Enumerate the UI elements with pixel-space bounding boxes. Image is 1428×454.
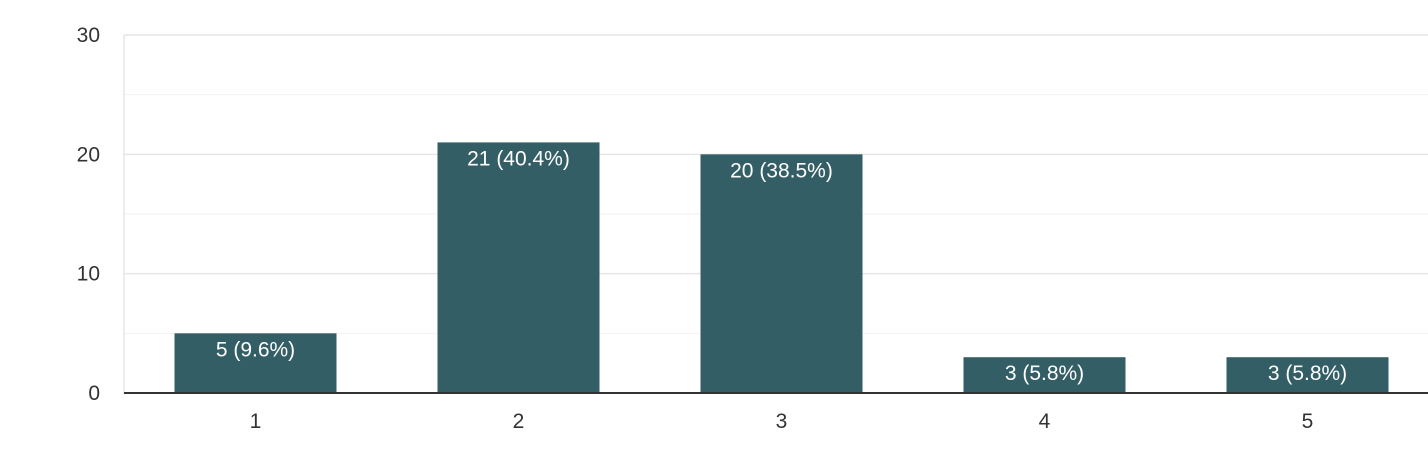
bar-data-label: 20 (38.5%) — [730, 159, 833, 182]
axes: 0 10 20 30 1 2 3 4 5 — [77, 24, 1428, 433]
y-tick-label: 30 — [77, 24, 100, 47]
x-tick-label: 2 — [513, 410, 525, 433]
bar — [174, 333, 337, 393]
bar — [1226, 357, 1389, 393]
bars: 5 (9.6%) 21 (40.4%) 20 (38.5%) 3 (5.8%) 3 (5… — [174, 142, 1389, 393]
x-tick-label: 3 — [776, 410, 788, 433]
y-tick-label: 10 — [77, 263, 100, 286]
bar — [700, 154, 863, 393]
y-tick-label: 20 — [77, 143, 100, 166]
bar — [963, 357, 1126, 393]
bar-data-label: 5 (9.6%) — [216, 338, 295, 361]
y-tick-label: 0 — [88, 382, 100, 405]
x-tick-label: 5 — [1302, 410, 1314, 433]
bar-data-label: 21 (40.4%) — [467, 147, 570, 170]
bar-data-label: 3 (5.8%) — [1005, 362, 1084, 385]
bar — [437, 142, 600, 393]
x-tick-label: 1 — [250, 410, 262, 433]
bar-data-label: 3 (5.8%) — [1268, 362, 1347, 385]
x-tick-label: 4 — [1039, 410, 1051, 433]
